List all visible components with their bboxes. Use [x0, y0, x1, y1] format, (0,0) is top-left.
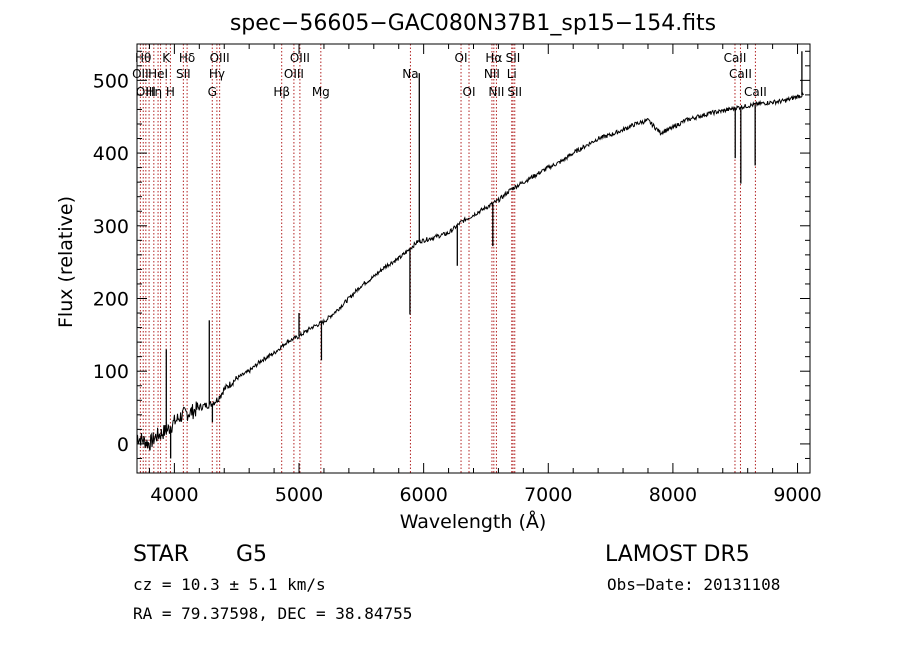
y-tick-label: 0 [117, 434, 129, 456]
spectral-line-label: Na [402, 67, 418, 81]
spectral-line-label: H [166, 85, 175, 99]
spectral-line-label: OIII [136, 85, 156, 99]
spectral-line-label: SII [506, 51, 521, 65]
spectral-line-label: OII [132, 67, 149, 81]
spectral-line-label: Hδ [179, 51, 195, 65]
spectral-line-label: Hη [146, 85, 163, 99]
spectral-line-label: Mg [312, 85, 330, 99]
object-class: STAR [133, 542, 189, 567]
spectral-line-labels: OIIHθOIIIHηHeIKHSIIHδGHγOIIIHβOIIIOIIIMg… [132, 51, 767, 99]
y-tick-label: 500 [93, 70, 129, 92]
y-axis: 0 100 200 300 400 500 [93, 50, 810, 459]
chart-title: spec−56605−GAC080N37B1_sp15−154.fits [230, 11, 716, 36]
plot-frame [136, 43, 811, 474]
spectrum-features [165, 51, 803, 459]
spectral-line-markers [139, 44, 756, 473]
y-tick-label: 300 [93, 216, 129, 238]
x-axis: 4000 5000 6000 7000 8000 9000 [148, 44, 822, 506]
survey-name: LAMOST DR5 [605, 542, 750, 567]
spectrum-series-line [136, 91, 804, 451]
y-tick-label: 200 [93, 288, 129, 310]
x-axis-label: Wavelength (Å) [400, 510, 547, 533]
y-axis-label: Flux (relative) [55, 196, 77, 328]
spectral-line-label: Hγ [209, 67, 225, 81]
x-tick-label: 7000 [524, 484, 572, 506]
spectral-line-label: SII [176, 67, 191, 81]
x-tick-label: 4000 [150, 484, 198, 506]
spectral-line-label: Hβ [273, 85, 290, 99]
spectral-line-label: Hα [485, 51, 502, 65]
x-tick-label: 5000 [275, 484, 323, 506]
y-tick-label: 400 [93, 143, 129, 165]
spectral-line-label: OI [455, 51, 468, 65]
redshift-readout: cz = 10.3 ± 5.1 km/s [133, 575, 326, 594]
spectral-line-label: NII [484, 67, 500, 81]
x-tick-label: 6000 [399, 484, 447, 506]
x-tick-label: 9000 [773, 484, 821, 506]
spectral-line-label: CaII [724, 51, 747, 65]
spectral-line-label: Hθ [135, 51, 151, 65]
spectral-line-label: OI [463, 85, 476, 99]
observation-date: Obs−Date: 20131108 [607, 575, 780, 594]
spectral-line-label: G [208, 85, 217, 99]
spectral-line-label: OIII [284, 67, 304, 81]
spectral-line-label: CaII [729, 67, 752, 81]
spectral-line-label: OIII [210, 51, 230, 65]
spectral-line-label: CaII [744, 85, 767, 99]
spectral-line-label: Li [507, 67, 517, 81]
x-tick-label: 8000 [649, 484, 697, 506]
y-tick-label: 100 [93, 361, 129, 383]
spectral-line-label: NII [488, 85, 504, 99]
spectral-line-label: K [162, 51, 171, 65]
coordinates-readout: RA = 79.37598, DEC = 38.84755 [133, 604, 412, 623]
spectral-line-label: OIII [290, 51, 310, 65]
spectral-subclass: G5 [236, 542, 267, 567]
spectral-line-label: SII [507, 85, 522, 99]
spectral-line-label: HeI [148, 67, 168, 81]
